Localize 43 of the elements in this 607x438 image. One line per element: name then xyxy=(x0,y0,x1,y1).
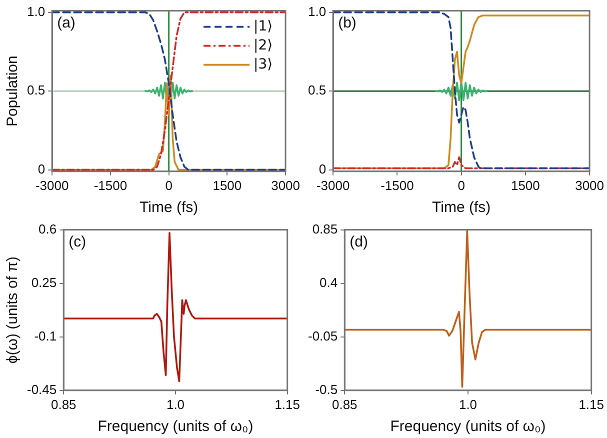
y-tick-label: -0.1 xyxy=(34,328,57,344)
x-tick-label: 1.15 xyxy=(578,396,604,412)
x-tick-label: 0 xyxy=(458,178,465,193)
x-axis-title: Time (fs) xyxy=(432,199,491,216)
y-tick-label: 0.5 xyxy=(308,82,326,98)
x-tick-label: -1500 xyxy=(94,178,128,193)
x-axis-title: Frequency (units of ω₀) xyxy=(390,418,546,436)
x-tick-label: 3000 xyxy=(575,178,604,193)
annotation: (a) xyxy=(57,14,76,32)
legend-label: |2⟩ xyxy=(254,37,273,54)
y-tick-label: 0.25 xyxy=(31,274,57,290)
legend-label: |3⟩ xyxy=(254,56,273,72)
x-tick-label: 3000 xyxy=(271,178,300,193)
x-tick-label: 1500 xyxy=(212,178,242,193)
annotation: (c) xyxy=(68,233,86,250)
annotation: (d) xyxy=(350,233,368,250)
y-tick-label: -0.45 xyxy=(26,382,57,397)
x-tick-label: 1.15 xyxy=(274,396,300,412)
y-tick-label: 0 xyxy=(38,161,46,176)
legend-label: |1⟩ xyxy=(254,18,273,34)
x-tick-label: 0.85 xyxy=(50,396,76,412)
x-tick-label: 0 xyxy=(165,178,172,193)
y-axis-title: Population xyxy=(4,56,22,127)
y-tick-label: 0.85 xyxy=(312,221,338,236)
x-tick-label: 0.85 xyxy=(332,396,358,412)
x-axis-title: Frequency (units of ω₀) xyxy=(98,418,254,436)
y-tick-label: 0.4 xyxy=(320,274,338,290)
y-tick-label: 1.0 xyxy=(308,4,326,19)
y-tick-label: 1.0 xyxy=(26,4,46,19)
x-tick-label: -3000 xyxy=(35,178,69,193)
x-tick-label: -3000 xyxy=(316,178,350,193)
y-tick-label: -0.5 xyxy=(315,382,338,397)
x-tick-label: -1500 xyxy=(380,178,414,193)
y-tick-label: 0 xyxy=(318,161,326,176)
y-tick-label: 0.6 xyxy=(38,221,57,236)
y-tick-label: 0.5 xyxy=(26,82,46,98)
annotation: (b) xyxy=(338,14,356,32)
y-axis-title: ϕ(ω) (units of π) xyxy=(4,256,22,364)
x-axis-title: Time (fs) xyxy=(140,199,198,216)
x-tick-label: 1.0 xyxy=(166,396,185,412)
y-tick-label: -0.05 xyxy=(308,328,338,344)
x-tick-label: 1500 xyxy=(510,178,540,193)
x-tick-label: 1.0 xyxy=(458,396,478,412)
